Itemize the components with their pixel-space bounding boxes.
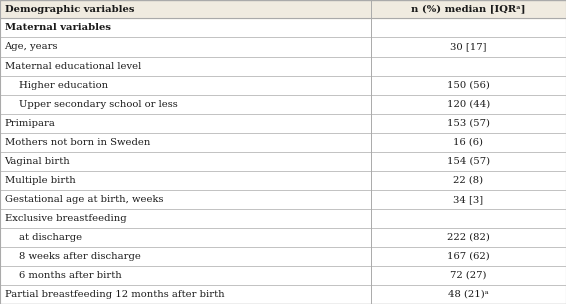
Text: Maternal educational level: Maternal educational level	[5, 61, 141, 71]
Text: 120 (44): 120 (44)	[447, 100, 490, 109]
Text: Gestational age at birth, weeks: Gestational age at birth, weeks	[5, 195, 163, 204]
Text: 34 [3]: 34 [3]	[453, 195, 483, 204]
Text: Partial breastfeeding 12 months after birth: Partial breastfeeding 12 months after bi…	[5, 290, 224, 299]
Text: Primipara: Primipara	[5, 119, 55, 128]
Text: Vaginal birth: Vaginal birth	[5, 157, 70, 166]
Text: at discharge: at discharge	[19, 233, 82, 242]
Text: 16 (6): 16 (6)	[453, 138, 483, 147]
Text: 48 (21)ᵃ: 48 (21)ᵃ	[448, 290, 488, 299]
Text: 72 (27): 72 (27)	[450, 271, 487, 280]
Text: Exclusive breastfeeding: Exclusive breastfeeding	[5, 214, 126, 223]
Text: Mothers not born in Sweden: Mothers not born in Sweden	[5, 138, 150, 147]
Text: Multiple birth: Multiple birth	[5, 176, 75, 185]
Text: Demographic variables: Demographic variables	[5, 5, 134, 14]
Text: 167 (62): 167 (62)	[447, 252, 490, 261]
Bar	[0, 0, 566, 19]
Text: 154 (57): 154 (57)	[447, 157, 490, 166]
Text: Higher education: Higher education	[19, 81, 108, 90]
Text: Maternal variables: Maternal variables	[5, 23, 110, 33]
Text: 30 [17]: 30 [17]	[450, 43, 487, 51]
Text: 222 (82): 222 (82)	[447, 233, 490, 242]
Text: 22 (8): 22 (8)	[453, 176, 483, 185]
Text: 6 months after birth: 6 months after birth	[19, 271, 122, 280]
Text: Upper secondary school or less: Upper secondary school or less	[19, 100, 177, 109]
Text: n (%) median [IQRᵃ]: n (%) median [IQRᵃ]	[411, 5, 526, 14]
Text: Age, years: Age, years	[5, 43, 58, 51]
Text: 8 weeks after discharge: 8 weeks after discharge	[19, 252, 140, 261]
Text: 153 (57): 153 (57)	[447, 119, 490, 128]
Text: 150 (56): 150 (56)	[447, 81, 490, 90]
